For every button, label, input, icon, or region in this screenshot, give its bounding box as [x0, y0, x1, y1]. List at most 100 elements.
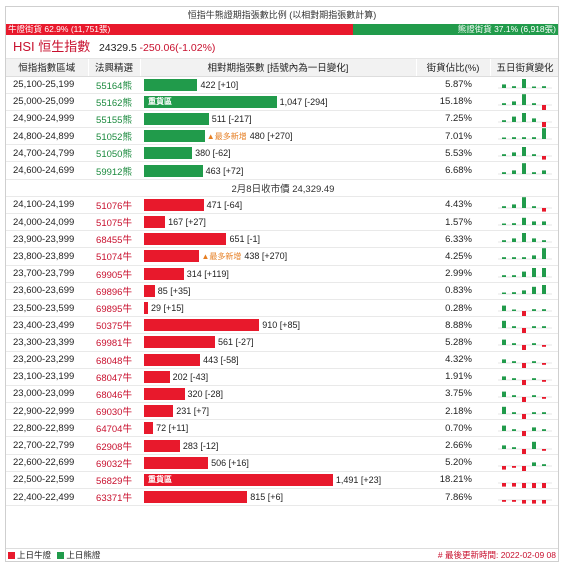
five-day-sparkline	[498, 267, 552, 277]
table-row[interactable]: 23,000-23,099 68046牛 320 [-28] 3.75%	[6, 385, 558, 404]
contracts-label: 202 [-43]	[172, 371, 209, 382]
index-range: 23,100-23,199	[6, 368, 88, 386]
table-row[interactable]: 23,800-23,899 51074牛 ▲最多新增 438 [+270] 4.25%	[6, 247, 558, 266]
sparkline-wrap	[490, 283, 558, 299]
sparkline-bar	[542, 309, 546, 312]
sparkline-bar	[512, 412, 516, 415]
sparkline-bar	[532, 360, 536, 363]
sparkline-bar	[512, 500, 516, 502]
sparkline-bar	[542, 482, 546, 488]
sparkline-bar	[512, 223, 516, 226]
table-row[interactable]: 24,700-24,799 51050熊 380 [-62] 5.53%	[6, 144, 558, 163]
sparkline-bar	[502, 120, 506, 122]
hsi-quote: HSI 恒生指數 24329.5 -250.06(-1.02%)	[6, 35, 558, 59]
warrant-code-link[interactable]: 63371牛	[88, 488, 140, 507]
table-row[interactable]: 22,800-22,899 64704牛 72 [+11] 0.70%	[6, 419, 558, 438]
warrant-code-link[interactable]: 51050熊	[88, 144, 140, 163]
hsi-name[interactable]: HSI 恒生指數	[13, 39, 91, 54]
warrant-code-link[interactable]: 68455牛	[88, 230, 140, 249]
contracts-bar: 重貨區	[144, 95, 277, 108]
warrant-code-link[interactable]: 68048牛	[88, 351, 140, 369]
outstanding-pct: 0.83%	[416, 282, 490, 300]
sparkline-bar	[512, 169, 516, 174]
sparkline-wrap	[490, 489, 558, 505]
table-row[interactable]: 23,100-23,199 68047牛 202 [-43] 1.91%	[6, 368, 558, 386]
sparkline-bar	[542, 221, 546, 226]
warrant-code-link[interactable]: 69030牛	[88, 402, 140, 421]
contracts-cell: 561 [-27]	[140, 333, 416, 352]
sparkline-bar	[532, 206, 536, 208]
warrant-code-link[interactable]: 69895牛	[88, 299, 140, 318]
warrant-code-link[interactable]: 69905牛	[88, 265, 140, 283]
sparkline-wrap	[490, 111, 558, 127]
table-row[interactable]: 23,600-23,699 69896牛 85 [+35] 0.83%	[6, 282, 558, 300]
sparkline-bar	[542, 248, 546, 260]
warrant-code-link[interactable]: 69032牛	[88, 454, 140, 472]
warrant-code-link[interactable]: 55155熊	[88, 110, 140, 129]
table-row[interactable]: 24,600-24,699 59912熊 463 [+72] 6.68%	[6, 161, 558, 180]
contracts-bar	[144, 370, 170, 383]
warrant-code-link[interactable]: 55162熊	[88, 93, 140, 111]
warrant-code-link[interactable]: 69981牛	[88, 333, 140, 352]
warrant-code-link[interactable]: 59912熊	[88, 161, 140, 180]
contracts-label: 231 [+7]	[176, 406, 210, 417]
table-row[interactable]: 23,500-23,599 69895牛 29 [+15] 0.28%	[6, 299, 558, 318]
warrant-code-link[interactable]: 68047牛	[88, 368, 140, 386]
five-day-change	[490, 265, 558, 283]
warrant-code-link[interactable]: 51052熊	[88, 127, 140, 146]
table-row[interactable]: 25,100-25,199 55164熊 422 [+10] 5.87%	[6, 76, 558, 94]
warrant-code-link[interactable]: 69896牛	[88, 282, 140, 300]
sparkline-bar	[532, 267, 536, 277]
warrant-code-link[interactable]: 51074牛	[88, 247, 140, 266]
table-row[interactable]: 23,400-23,499 50375牛 910 [+85] 8.88%	[6, 316, 558, 335]
warrant-code-link[interactable]: 68046牛	[88, 385, 140, 404]
contracts-label: 561 [-27]	[218, 337, 254, 348]
five-day-sparkline	[498, 376, 552, 385]
table-row[interactable]: 23,200-23,299 68048牛 443 [-58] 4.32%	[6, 351, 558, 369]
sparkline-bar	[542, 326, 546, 329]
contracts-bar	[144, 353, 201, 366]
table-row[interactable]: 24,800-24,899 51052熊 ▲最多新增 480 [+270] 7.01%	[6, 127, 558, 146]
warrant-code-link[interactable]: 64704牛	[88, 419, 140, 438]
index-range: 23,400-23,499	[6, 316, 88, 335]
warrant-code-link[interactable]: 51075牛	[88, 213, 140, 232]
sparkline-bar	[512, 292, 516, 294]
table-row[interactable]: 23,700-23,799 69905牛 314 [+119] 2.99%	[6, 265, 558, 283]
table-row[interactable]: 22,900-22,999 69030牛 231 [+7] 2.18%	[6, 402, 558, 421]
table-header: 恒指指數區域 法興精選 相對期指張數 [括號內為一日變化] 街貨佔比(%) 五日…	[6, 59, 558, 77]
table-row[interactable]: 25,000-25,099 55162熊 重貨區 1,047 [-294] 15.18%	[6, 93, 558, 111]
table-row[interactable]: 24,000-24,099 51075牛 167 [+27] 1.57%	[6, 213, 558, 232]
table-row[interactable]: 23,900-23,999 68455牛 651 [-1] 6.33%	[6, 230, 558, 249]
contracts-bar	[144, 130, 205, 143]
contracts-cell: 422 [+10]	[140, 76, 416, 94]
contracts-cell: 29 [+15]	[140, 299, 416, 318]
table-row[interactable]: 22,500-22,599 56829牛 重貨區 1,491 [+23] 18.21%	[6, 471, 558, 490]
warrant-code-link[interactable]: 56829牛	[88, 471, 140, 490]
sparkline-wrap	[490, 386, 558, 402]
warrant-code-link[interactable]: 51076牛	[88, 196, 140, 215]
five-day-change	[490, 368, 558, 386]
index-range: 23,300-23,399	[6, 333, 88, 352]
table-row[interactable]: 24,900-24,999 55155熊 511 [-217] 7.25%	[6, 110, 558, 129]
table-row[interactable]: 22,400-22,499 63371牛 815 [+6] 7.86%	[6, 488, 558, 507]
table-row[interactable]: 23,300-23,399 69981牛 561 [-27] 5.28%	[6, 333, 558, 352]
table-row[interactable]: 24,100-24,199 51076牛 471 [-64] 4.43%	[6, 196, 558, 215]
sparkline-wrap	[490, 128, 558, 144]
panel-title: 恒指牛熊證期指張數比例 (以相對期指張數計算)	[187, 10, 377, 20]
index-range: 24,100-24,199	[6, 196, 88, 215]
sparkline-bar	[522, 465, 526, 471]
warrant-code-link[interactable]: 50375牛	[88, 316, 140, 335]
warrant-code-link[interactable]: 55164熊	[88, 76, 140, 94]
bear-legend-label: 上日熊證	[66, 550, 101, 560]
index-range: 22,900-22,999	[6, 402, 88, 421]
sparkline-bar	[542, 429, 546, 432]
sparkline-bar	[522, 290, 526, 294]
table-row[interactable]: 22,700-22,799 62908牛 283 [-12] 2.66%	[6, 436, 558, 455]
index-range: 23,600-23,699	[6, 282, 88, 300]
table-row[interactable]: 22,600-22,699 69032牛 506 [+16] 5.20%	[6, 454, 558, 472]
sparkline-bar	[532, 343, 536, 346]
most-added-marker: ▲最多新增	[206, 131, 247, 141]
contracts-cell: 167 [+27]	[140, 213, 416, 232]
warrant-code-link[interactable]: 62908牛	[88, 436, 140, 455]
sparkline-bar	[542, 448, 546, 451]
